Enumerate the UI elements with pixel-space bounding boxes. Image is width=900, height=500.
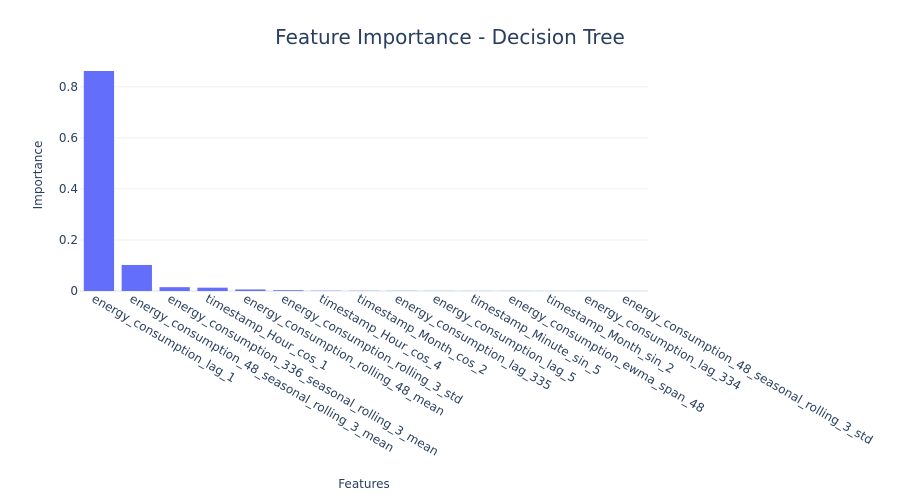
bar[interactable] xyxy=(273,290,304,291)
y-tick-label: 0.4 xyxy=(59,182,78,196)
y-axis-title: Importance xyxy=(31,141,45,210)
bar[interactable] xyxy=(235,289,266,291)
bars xyxy=(83,71,645,291)
bar[interactable] xyxy=(83,71,115,291)
y-tick-label: 0 xyxy=(70,284,78,298)
x-axis-title: Features xyxy=(338,477,390,491)
bar[interactable] xyxy=(159,287,190,291)
y-axis-ticks: 0 0.2 0.4 0.6 0.8 xyxy=(59,80,78,298)
y-tick-label: 0.2 xyxy=(59,233,78,247)
bar[interactable] xyxy=(121,264,152,291)
y-tick-label: 0.8 xyxy=(59,80,78,94)
chart-title: Feature Importance - Decision Tree xyxy=(275,25,625,49)
bar[interactable] xyxy=(197,287,228,291)
y-tick-label: 0.6 xyxy=(59,131,78,145)
